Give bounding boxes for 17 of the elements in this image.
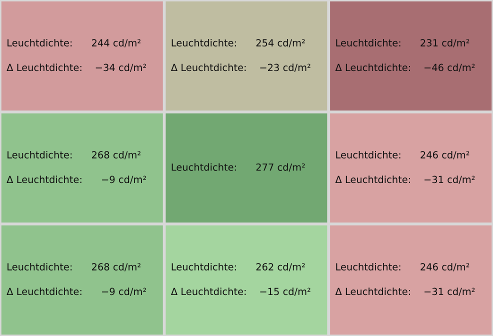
data-label: Leuchtdichte: 262 cd/m² xyxy=(172,262,305,272)
data-label: Leuchtdichte: 231 cd/m² xyxy=(336,38,470,48)
annotation: Δ Leuchtdichte: −34 cd/m² xyxy=(6,64,146,72)
annotation: Δ Leuchtdichte: −46 cd/m² xyxy=(335,64,475,72)
data-label: Leuchtdichte: 268 cd/m² xyxy=(8,150,140,160)
annotation: Δ Leuchtdichte: −23 cd/m² xyxy=(170,64,310,72)
data-label: Leuchtdichte: 268 cd/m² xyxy=(8,262,140,272)
data-label: Leuchtdichte: 277 cd/m² xyxy=(172,163,305,172)
data-label: Leuchtdichte: 246 cd/m² xyxy=(336,150,470,160)
annotation: Δ Leuchtdichte: −31 cd/m² xyxy=(335,176,475,184)
annotation: Δ Leuchtdichte: −9 cd/m² xyxy=(6,288,146,296)
data-label: Leuchtdichte: 246 cd/m² xyxy=(336,262,470,272)
data-label: Leuchtdichte: 244 cd/m² xyxy=(8,38,140,48)
data-label: Leuchtdichte: 254 cd/m² xyxy=(172,38,305,48)
annotation: Δ Leuchtdichte: −15 cd/m² xyxy=(170,288,310,296)
annotation: Δ Leuchtdichte: −9 cd/m² xyxy=(6,176,146,184)
annotation: Δ Leuchtdichte: −31 cd/m² xyxy=(335,288,475,296)
